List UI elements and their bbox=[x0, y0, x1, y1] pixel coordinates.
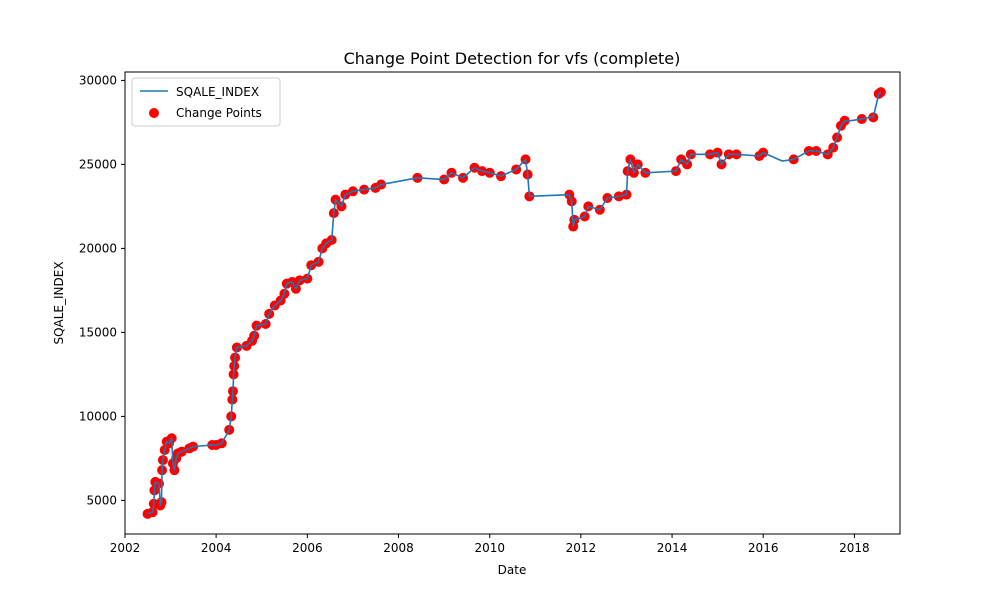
x-tick-label: 2010 bbox=[474, 541, 505, 555]
y-axis-label: SQALE_INDEX bbox=[52, 261, 66, 344]
legend-entry-sqale-index: SQALE_INDEX bbox=[176, 85, 259, 99]
x-axis: 2002 2004 2006 2008 2010 2012 2014 2016 2018 bbox=[110, 534, 870, 555]
legend-point-swatch bbox=[149, 108, 159, 118]
x-tick-label: 2016 bbox=[748, 541, 779, 555]
x-tick-label: 2018 bbox=[839, 541, 870, 555]
change-point-marker bbox=[875, 87, 886, 98]
x-tick-label: 2014 bbox=[657, 541, 688, 555]
legend-entry-change-points: Change Points bbox=[176, 106, 262, 120]
y-tick-label: 30000 bbox=[79, 73, 117, 87]
x-tick-label: 2008 bbox=[383, 541, 414, 555]
y-tick-label: 25000 bbox=[79, 157, 117, 171]
legend: SQALE_INDEX Change Points bbox=[131, 77, 281, 127]
y-tick-label: 20000 bbox=[79, 241, 117, 255]
plot-frame bbox=[124, 71, 901, 535]
sqale-index-line bbox=[147, 91, 882, 515]
change-points-series bbox=[142, 87, 886, 519]
x-tick-label: 2012 bbox=[566, 541, 597, 555]
x-tick-label: 2002 bbox=[110, 541, 141, 555]
legend-box bbox=[131, 77, 281, 127]
x-tick-label: 2004 bbox=[201, 541, 232, 555]
y-tick-label: 5000 bbox=[86, 493, 117, 507]
chart-title: Change Point Detection for vfs (complete… bbox=[344, 49, 681, 68]
series-layer bbox=[142, 87, 886, 519]
y-tick-label: 10000 bbox=[79, 409, 117, 423]
x-axis-label: Date bbox=[498, 563, 527, 577]
y-axis: 5000 10000 15000 20000 25000 30000 bbox=[79, 73, 125, 507]
x-tick-label: 2006 bbox=[292, 541, 323, 555]
y-tick-label: 15000 bbox=[79, 325, 117, 339]
